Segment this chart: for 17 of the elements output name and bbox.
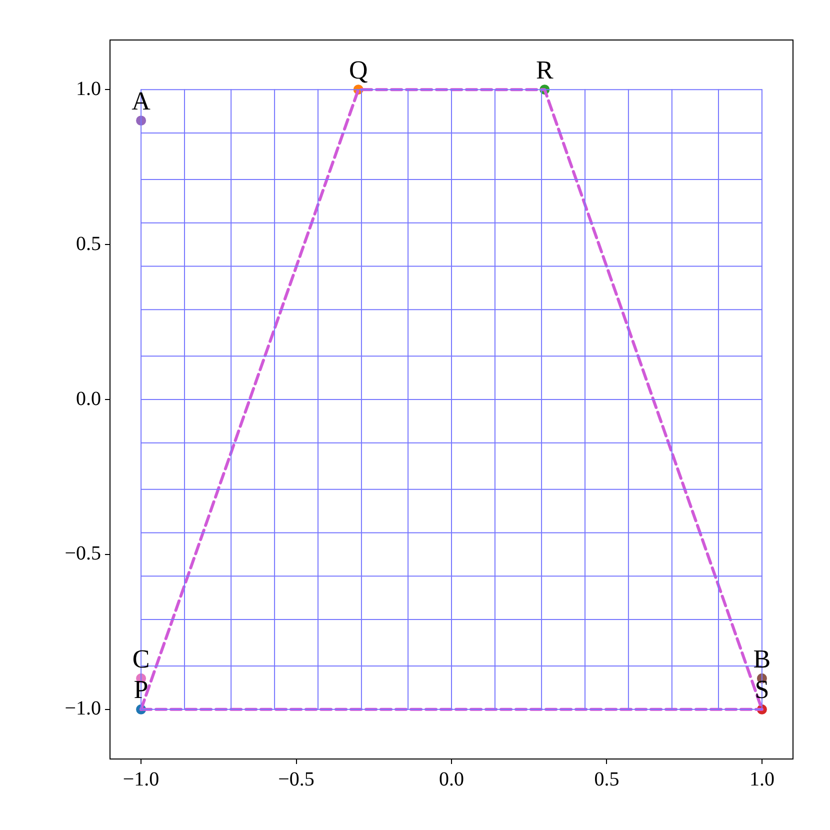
- x-tick-label: −0.5: [278, 768, 314, 790]
- x-tick-label: −1.0: [122, 768, 160, 790]
- y-tick-label: 0.0: [76, 388, 101, 410]
- y-tick-label: −1.0: [64, 698, 101, 720]
- series-label: C: [132, 644, 150, 674]
- series-label: S: [754, 675, 770, 704]
- series-label: Q: [348, 55, 368, 84]
- x-tick-label: 1.0: [749, 768, 774, 790]
- y-tick-label: 1.0: [76, 78, 101, 100]
- series-label: A: [132, 86, 151, 116]
- y-tick-label: 0.5: [76, 232, 101, 255]
- x-tick-label: 0.5: [594, 768, 620, 790]
- series-label: R: [536, 55, 554, 84]
- x-tick-label: 0.0: [439, 768, 464, 790]
- series-label: B: [753, 644, 771, 674]
- series-label: P: [134, 675, 148, 704]
- y-tick-label: −0.5: [64, 542, 101, 565]
